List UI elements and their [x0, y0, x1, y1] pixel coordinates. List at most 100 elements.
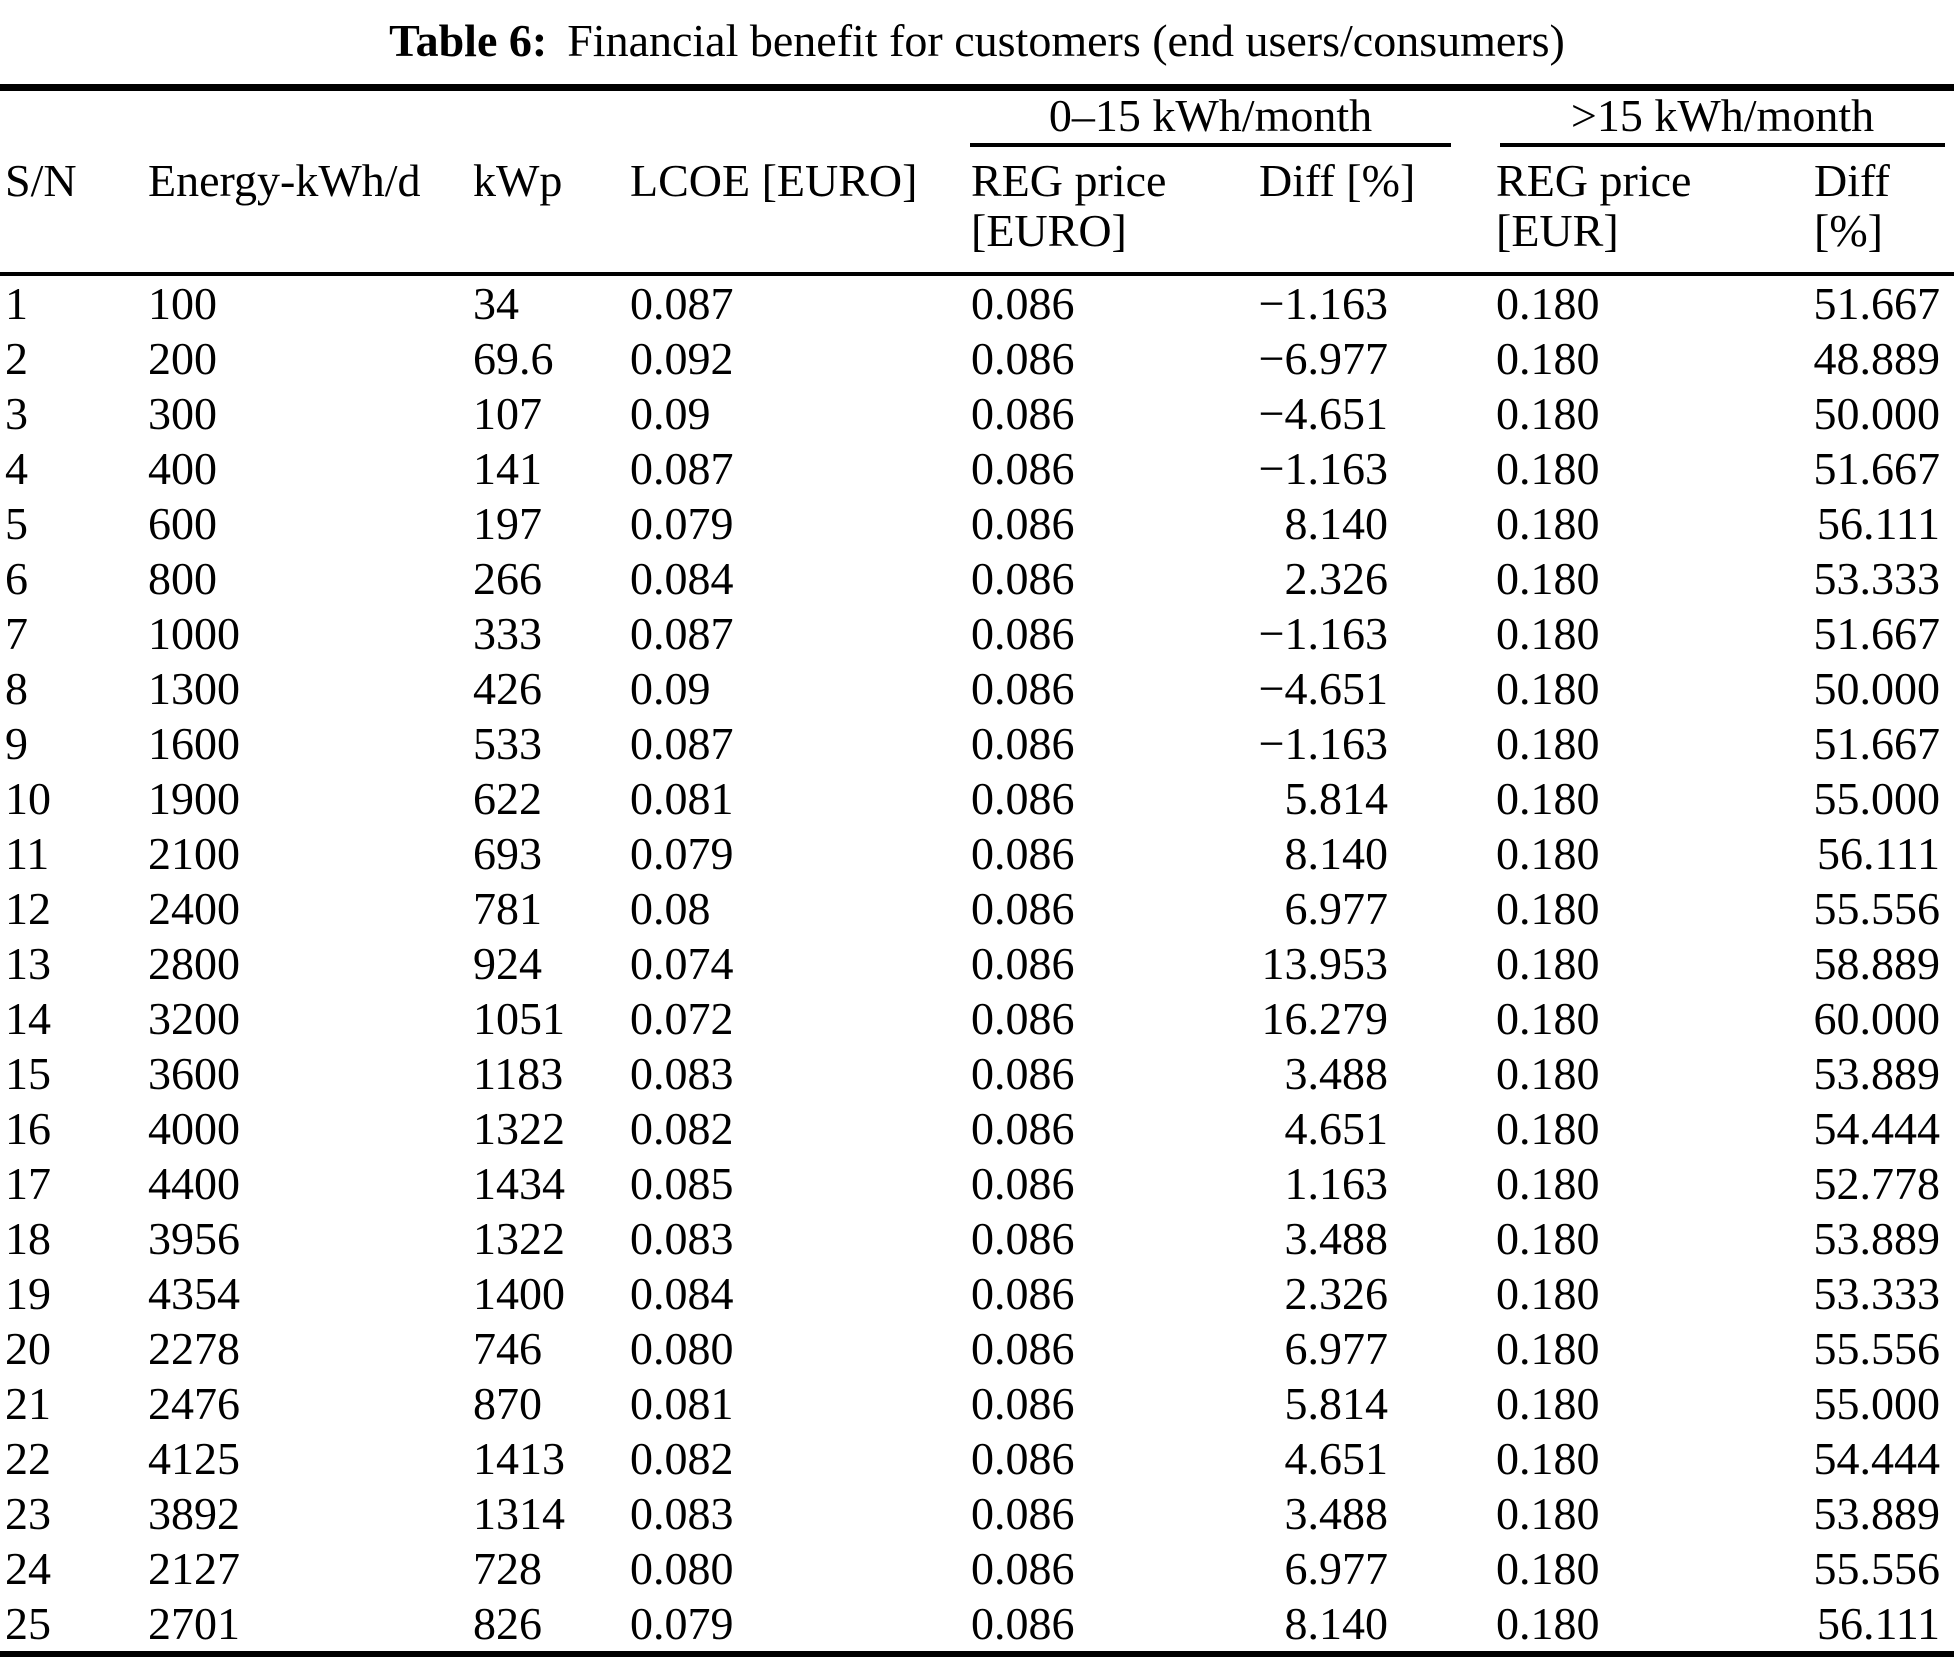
table-cell: 0.085: [630, 1158, 734, 1209]
table-cell: 0.086: [971, 1103, 1075, 1154]
table-cell: 4.651: [1284, 1433, 1389, 1484]
table-cell: 693: [473, 828, 542, 879]
table-cell: 1413: [473, 1433, 565, 1484]
table-cell: 4000: [148, 1103, 240, 1154]
table-cell: 3.488: [1284, 1213, 1389, 1264]
table-row: 22 4125 1413 0.082 0.086 4.651 0.180 54.444: [0, 1431, 1954, 1486]
table-cell: 0.180: [1496, 1158, 1600, 1209]
table-row: 23 3892 1314 0.083 0.086 3.488 0.180 53.889: [0, 1486, 1954, 1541]
table-cell: 56.111: [1816, 1598, 1941, 1649]
table-cell: 533: [473, 718, 542, 769]
col-header-energy: Energy-kWh/d: [143, 147, 468, 276]
table-row: 14 3200 1051 0.072 0.086 16.279 0.180 60.000: [0, 991, 1954, 1046]
table-cell: 53.333: [1813, 553, 1941, 604]
table-cell: 0.180: [1496, 498, 1600, 549]
table-cell: 0.180: [1496, 1103, 1600, 1154]
table-cell: 0.180: [1496, 773, 1600, 824]
table-cell: 16.279: [1261, 993, 1389, 1044]
table-cell: 0.086: [971, 718, 1075, 769]
table-cell: 0.084: [630, 1268, 734, 1319]
table-cell: 0.180: [1496, 938, 1600, 989]
table-cell: 3892: [148, 1488, 240, 1539]
table-cell: 13.953: [1261, 938, 1389, 989]
table-cell: 0.083: [630, 1048, 734, 1099]
table-cell: 0.086: [971, 1158, 1075, 1209]
table-cell: 826: [473, 1598, 542, 1649]
table-cell: 0.086: [971, 773, 1075, 824]
table-cell: 0.082: [630, 1103, 734, 1154]
table-cell: 0.180: [1496, 608, 1600, 659]
table-row: 6 800 266 0.084 0.086 2.326 0.180 53.333: [0, 551, 1954, 606]
table-cell: −4.651: [1258, 663, 1389, 714]
table-row: 12 2400 781 0.08 0.086 6.977 0.180 55.556: [0, 881, 1954, 936]
table-cell: 0.180: [1496, 553, 1600, 604]
table-row: 3 300 107 0.09 0.086 −4.651 0.180 50.000: [0, 386, 1954, 441]
table-cell: 55.000: [1813, 773, 1941, 824]
table-cell: 8.140: [1284, 498, 1389, 549]
table-cell: 0.180: [1496, 1268, 1600, 1319]
table-cell: 4: [5, 443, 28, 494]
table-cell: 5.814: [1284, 773, 1389, 824]
table-cell: 266: [473, 553, 542, 604]
table-cell: 1000: [148, 608, 240, 659]
table-cell: 48.889: [1813, 333, 1941, 384]
table-cell: 924: [473, 938, 542, 989]
table-cell: 622: [473, 773, 542, 824]
table-cell: 25: [5, 1598, 51, 1649]
table-cell: 56.111: [1816, 828, 1941, 879]
table-cell: 1400: [473, 1268, 565, 1319]
group-header-gt15: >15 kWh/month: [1491, 88, 1954, 147]
table-cell: 1600: [148, 718, 240, 769]
table-cell: −1.163: [1258, 608, 1389, 659]
table-cell: 9: [5, 718, 28, 769]
table-row: 18 3956 1322 0.083 0.086 3.488 0.180 53.889: [0, 1211, 1954, 1266]
table-cell: 0.083: [630, 1213, 734, 1264]
table-row: 11 2100 693 0.079 0.086 8.140 0.180 56.111: [0, 826, 1954, 881]
table-cell: 2127: [148, 1543, 240, 1594]
table-row: 21 2476 870 0.081 0.086 5.814 0.180 55.000: [0, 1376, 1954, 1431]
table-cell: 52.778: [1813, 1158, 1941, 1209]
table-body: 1 100 34 0.087 0.086 −1.163 0.180 51.667 2 200 69.…: [0, 274, 1954, 1654]
table-cell: 0.180: [1496, 1543, 1600, 1594]
table-cell: 13: [5, 938, 51, 989]
table-cell: 0.072: [630, 993, 734, 1044]
table-cell: 15: [5, 1048, 51, 1099]
table-cell: 197: [473, 498, 542, 549]
table-cell: 0.180: [1496, 278, 1600, 329]
table-cell: 0.180: [1496, 718, 1600, 769]
table-cell: 0.086: [971, 388, 1075, 439]
table-cell: 0.180: [1496, 1323, 1600, 1374]
col-header-reg-price-1: REG price [EURO]: [966, 147, 1254, 276]
table-cell: 746: [473, 1323, 542, 1374]
table-cell: 0.086: [971, 608, 1075, 659]
table-cell: 0.086: [971, 883, 1075, 934]
table-cell: 53.889: [1813, 1488, 1941, 1539]
table-cell: 3200: [148, 993, 240, 1044]
table-cell: 0.086: [971, 1543, 1075, 1594]
table-cell: 1900: [148, 773, 240, 824]
table-row: 13 2800 924 0.074 0.086 13.953 0.180 58.889: [0, 936, 1954, 991]
table-cell: 800: [148, 553, 217, 604]
table-cell: 7: [5, 608, 28, 659]
table-cell: 0.086: [971, 1323, 1075, 1374]
table-cell: 3600: [148, 1048, 240, 1099]
table-cell: 107: [473, 388, 542, 439]
group-header-gt15-label: >15 kWh/month: [1500, 91, 1946, 147]
table-cell: 51.667: [1813, 718, 1941, 769]
table-cell: 4354: [148, 1268, 240, 1319]
col-header-sn: S/N: [0, 147, 143, 276]
table-cell: 56.111: [1816, 498, 1941, 549]
table-cell: 55.556: [1813, 1323, 1941, 1374]
table-cell: 23: [5, 1488, 51, 1539]
table-cell: 0.080: [630, 1543, 734, 1594]
table-row: 17 4400 1434 0.085 0.086 1.163 0.180 52.778: [0, 1156, 1954, 1211]
table-cell: 728: [473, 1543, 542, 1594]
table-cell: 0.087: [630, 443, 734, 494]
table-cell: 11: [5, 828, 50, 879]
col-header-diff-1: Diff [%]: [1254, 147, 1492, 276]
table-cell: 1300: [148, 663, 240, 714]
table-cell: 10: [5, 773, 51, 824]
column-header-row: S/N Energy-kWh/d kWp LCOE [EURO] REG pri…: [0, 147, 1954, 276]
table-row: 24 2127 728 0.080 0.086 6.977 0.180 55.556: [0, 1541, 1954, 1596]
table-cell: 60.000: [1813, 993, 1941, 1044]
